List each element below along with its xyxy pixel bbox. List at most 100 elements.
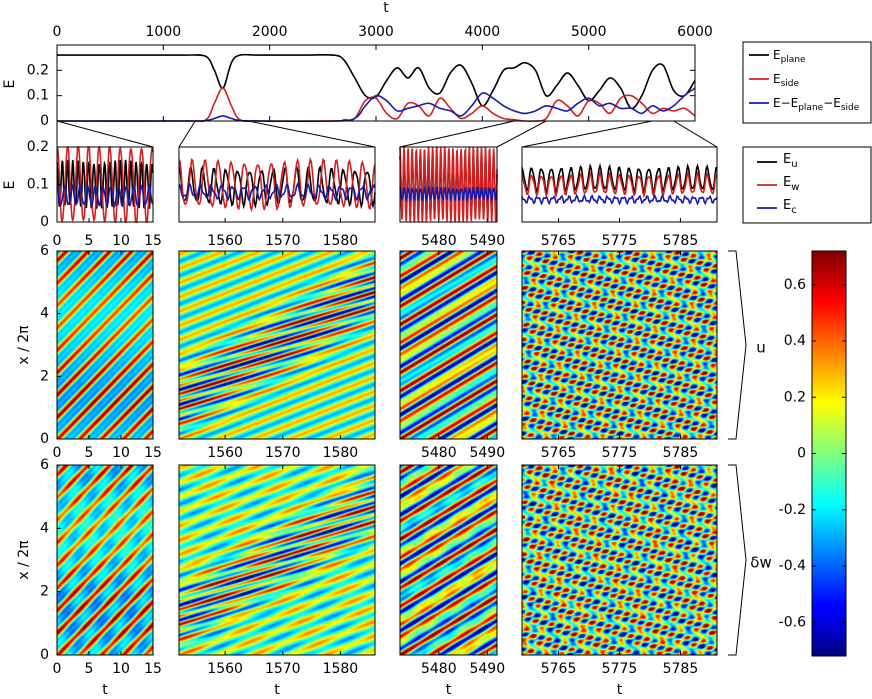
top-y-tick-label: 0.2 <box>27 62 49 78</box>
zoom-x-tick-label: 5 <box>85 233 94 249</box>
u-heatmap-3 <box>522 251 717 439</box>
heatmap-frame <box>56 250 154 440</box>
group-brace <box>728 250 747 440</box>
heatmap-x-tick-label: 1560 <box>207 445 243 461</box>
zoom-series-w <box>56 145 154 223</box>
heatmap-x-axis-label: t <box>617 682 623 698</box>
zoom-series-c <box>521 193 718 206</box>
zoom-x-tick-label: 0 <box>53 233 62 249</box>
heatmap-frame <box>399 250 498 440</box>
zoom-connector <box>521 120 653 148</box>
heatmap-x-tick-label: 5490 <box>469 661 505 677</box>
heatmap-y-tick-label: 2 <box>40 368 49 384</box>
zoom-x-tick-label: 5490 <box>469 233 505 249</box>
heatmap-frame <box>178 250 376 440</box>
field-label: u <box>756 339 766 357</box>
legend-label: Eside <box>773 72 799 89</box>
heatmap-frame <box>56 464 154 656</box>
dw-heatmap-1 <box>179 465 375 655</box>
u-heatmap-0 <box>57 251 153 439</box>
heatmap-frame <box>399 464 498 656</box>
series-line-0 <box>57 53 696 110</box>
heatmap-y-tick-label: 6 <box>40 457 49 473</box>
heatmap-x-tick-label: 15 <box>144 445 162 461</box>
top-x-tick-label: 6000 <box>677 24 713 40</box>
heatmap-x-tick-label: 5480 <box>421 661 457 677</box>
heatmap-x-tick-label: 5765 <box>541 661 577 677</box>
zoom-series-c <box>399 184 498 204</box>
colorbar-tick-label: 0.2 <box>784 389 806 405</box>
zoom-series-u <box>521 162 718 196</box>
heatmap-x-tick-label: 5480 <box>421 445 457 461</box>
heatmap-images <box>57 251 717 655</box>
top-x-tick-label: 2000 <box>252 24 288 40</box>
zoom-connector <box>248 120 376 148</box>
zoom-x-tick-label: 10 <box>112 233 130 249</box>
zoom-y-axis-label: E <box>2 181 18 190</box>
heatmap-x-tick-label: 0 <box>53 445 62 461</box>
zoom-connector <box>56 120 154 148</box>
heatmap-y-tick-label: 0 <box>40 431 49 447</box>
u-heatmap-1 <box>179 251 375 439</box>
legend-label: Ec <box>783 198 797 217</box>
heatmap-y-axis-label: x / 2π <box>16 325 32 365</box>
heatmap-frame <box>178 464 376 656</box>
zoom-x-tick-label: 1570 <box>265 233 301 249</box>
top-x-tick-label: 4000 <box>465 24 501 40</box>
zoom-energy-frame <box>178 146 376 223</box>
u-heatmap-2 <box>400 251 497 439</box>
heatmap-x-axis-label: t <box>446 682 452 698</box>
dw-heatmap-0 <box>57 465 153 655</box>
heatmap-x-tick-label: 5765 <box>541 445 577 461</box>
zoom-x-tick-label: 15 <box>144 233 162 249</box>
legend-label: Eu <box>783 152 798 171</box>
top-x-axis-label: t <box>383 0 389 16</box>
top-x-tick-label: 3000 <box>358 24 394 40</box>
zoom-series-u <box>178 164 376 210</box>
colorbar-tick-label: -0.6 <box>779 614 806 630</box>
heatmap-x-tick-label: 1580 <box>323 445 359 461</box>
zoom-x-tick-label: 1580 <box>323 233 359 249</box>
zoom-energy-frame <box>521 146 718 223</box>
heatmap-x-tick-label: 0 <box>53 661 62 677</box>
top-plot-frame <box>56 44 696 122</box>
heatmap-y-tick-label: 0 <box>40 647 49 663</box>
top-x-tick-label: 5000 <box>571 24 607 40</box>
zoom-x-tick-label: 1560 <box>207 233 243 249</box>
zoom-series-u <box>56 159 154 209</box>
zoom-series-w <box>178 156 376 213</box>
zoom-series-c <box>56 183 154 209</box>
heatmap-y-axis-label: x / 2π <box>16 540 32 580</box>
zoom-y-tick-label: 0.2 <box>27 139 49 155</box>
zoom-connector <box>399 120 515 148</box>
heatmap-x-tick-label: 1580 <box>323 661 359 677</box>
top-y-tick-label: 0 <box>40 113 49 129</box>
zoom-series-w <box>399 146 498 224</box>
heatmap-x-tick-label: 1560 <box>207 661 243 677</box>
legend-label: Ew <box>783 175 799 194</box>
heatmap-x-tick-label: 5775 <box>602 661 638 677</box>
heatmap-x-tick-label: 5 <box>85 661 94 677</box>
energy-curves <box>56 53 718 224</box>
dw-heatmap-3 <box>522 465 717 655</box>
zoom-series-w <box>521 170 718 199</box>
heatmap-y-tick-label: 4 <box>40 520 49 536</box>
colorbar-tick-label: 0.6 <box>784 277 806 293</box>
zoom-x-tick-label: 5765 <box>541 233 577 249</box>
colorbar-tick-label: -0.2 <box>779 502 806 518</box>
top-y-tick-label: 0.1 <box>27 88 49 104</box>
heatmap-y-tick-label: 4 <box>40 306 49 322</box>
colorbar-tick-label: 0 <box>797 446 806 462</box>
zoom-energy-frame <box>399 146 498 223</box>
heatmap-x-tick-label: 15 <box>144 661 162 677</box>
zoom-y-tick-label: 0.1 <box>27 177 49 193</box>
zoom-connector <box>496 120 547 148</box>
heatmap-x-tick-label: 5 <box>85 445 94 461</box>
colorbar <box>811 250 847 657</box>
heatmap-x-tick-label: 1570 <box>265 661 301 677</box>
heatmap-x-tick-label: 10 <box>112 661 130 677</box>
heatmap-x-tick-label: 1570 <box>265 445 301 461</box>
zoom-x-tick-label: 5480 <box>421 233 457 249</box>
